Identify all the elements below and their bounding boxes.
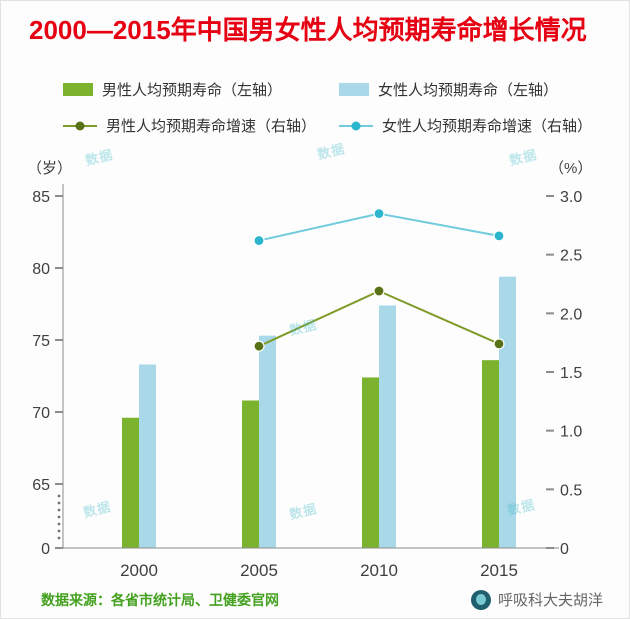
x-axis-label-2015: 2015 [480,561,518,580]
axis-break-dot [57,515,61,519]
bar-female-2010 [379,305,396,548]
female-growth-marker-2015 [493,230,505,242]
watermark: 数据 [287,316,319,339]
bar-male-2005 [242,400,259,548]
right-axis-tick-label: 0 [560,541,569,558]
right-axis-tick-label: 2.0 [560,306,582,323]
data-source-text: 数据来源：各省市统计局、卫健委官网 [41,591,279,608]
watermark: 数据 [505,496,537,519]
legend-item-male-bar: 男性人均预期寿命（左轴） [63,79,339,100]
male-bar-swatch-icon [63,83,93,97]
chart-title: 2000—2015年中国男女性人均预期寿命增长情况 [29,15,587,45]
footer: 数据来源：各省市统计局、卫健委官网 呼吸科大夫胡洋 [1,589,629,610]
right-axis-tick-label: 3.0 [560,189,582,206]
bar-male-2000 [122,417,139,548]
author-avatar-icon [470,589,491,610]
left-axis-tick-label: 65 [32,477,50,494]
axis-break-dot [57,494,61,498]
author-credit: 呼吸科大夫胡洋 [470,589,603,610]
legend-label-male-bar: 男性人均预期寿命（左轴） [102,82,283,100]
bar-female-2015 [499,276,516,548]
watermark: 数据 [315,140,347,163]
watermark: 数据 [507,146,539,169]
watermark: 数据 [81,498,113,521]
right-axis-tick-label: 1.5 [560,365,582,382]
axis-break-dot [57,522,61,526]
axis-break-dot [57,529,61,533]
female-bar-swatch-icon [339,83,369,97]
legend-line-dot-icon [351,121,361,131]
legend-label-female-bar: 女性人均预期寿命（左轴） [378,82,559,100]
right-axis-tick-label: 0.5 [560,482,582,499]
legend-item-male-line: 男性人均预期寿命增速（右轴） [63,115,339,136]
left-axis-tick-label: 85 [32,189,50,206]
legend-item-female-line: 女性人均预期寿命增速（右轴） [339,115,629,136]
right-axis-tick-label: 2.5 [560,248,582,265]
legend-line-dot-icon [75,121,85,131]
bar-male-2015 [482,360,499,548]
bar-male-2010 [362,377,379,548]
male-growth-marker-2005 [253,340,265,352]
male-growth-line [258,289,500,348]
x-axis-label-2000: 2000 [120,561,158,580]
axis-break-dot [57,501,61,505]
left-axis-tick-label: 80 [32,261,50,278]
bar-female-2000 [139,364,156,548]
male-line-swatch-icon [63,121,97,131]
left-axis-tick-label: 70 [32,405,50,422]
right-axis-tick-label: 1.0 [560,424,582,441]
legend-label-female-line: 女性人均预期寿命增速（右轴） [382,118,593,136]
female-growth-line [258,212,500,242]
female-line-swatch-icon [339,121,373,131]
watermark: 数据 [83,146,115,169]
female-growth-marker-2010 [373,208,385,220]
male-growth-marker-2015 [493,338,505,350]
axis-break-dot [57,508,61,512]
left-axis-tick-label: 0 [41,541,50,558]
x-axis-label-2005: 2005 [240,561,278,580]
legend-item-female-bar: 女性人均预期寿命（左轴） [339,79,629,100]
male-growth-marker-2010 [373,285,385,297]
x-axis-label-2010: 2010 [360,561,398,580]
axis-break-dot [57,536,61,540]
author-name: 呼吸科大夫胡洋 [497,592,603,609]
left-axis-unit: （岁） [27,160,72,177]
left-axis-tick-label: 75 [32,333,50,350]
legend-label-male-line: 男性人均预期寿命增速（右轴） [106,118,317,136]
female-growth-marker-2005 [253,234,265,247]
watermark: 数据 [287,500,319,523]
right-axis-unit: （%） [549,160,592,177]
bar-female-2005 [259,335,276,548]
legend: 男性人均预期寿命（左轴） 女性人均预期寿命（左轴） 男性人均预期寿命增速（右轴）… [63,79,629,136]
